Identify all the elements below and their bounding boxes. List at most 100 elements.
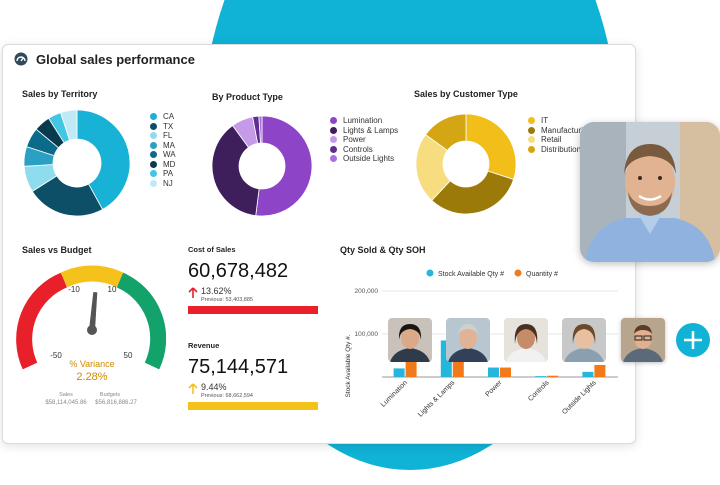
- legend-label: NJ: [163, 178, 173, 188]
- legend-item: WA: [150, 150, 176, 160]
- legend-swatch: [150, 122, 157, 130]
- revenue-previous: Previous: 68,662,594: [201, 393, 253, 399]
- legend-swatch: [330, 145, 337, 153]
- sales-value: $58,114,045.86: [45, 400, 87, 406]
- y-axis-label: Stock Available Qty #.: [345, 334, 352, 397]
- product-slice-lumination[interactable]: [255, 116, 312, 216]
- product-slice-lights-lamps[interactable]: [212, 124, 260, 216]
- revenue-bar: [188, 402, 318, 410]
- y-tick: 100,000: [355, 331, 379, 338]
- customer-legend: IT Manufacturing Retail Distribution: [528, 116, 592, 154]
- legend-swatch: [528, 136, 535, 144]
- legend-swatch: [150, 113, 157, 121]
- legend-item: Manufacturing: [528, 126, 592, 136]
- photo-avatar-1: [388, 318, 432, 362]
- territory-title: Sales by Territory: [22, 89, 98, 99]
- photo-avatar-3: [504, 318, 548, 362]
- customer-slice-distribution[interactable]: [424, 114, 467, 152]
- bar-stock-controls[interactable]: [535, 376, 547, 377]
- product-title: By Product Type: [212, 92, 283, 102]
- add-button[interactable]: [676, 323, 710, 357]
- bar-quantity-lights-lamps[interactable]: [452, 360, 464, 377]
- legend-label: FL: [163, 131, 173, 140]
- legend-swatch: [330, 117, 337, 125]
- x-tick-label: Lights & Lamps: [417, 379, 456, 418]
- legend-item: PA: [150, 169, 176, 179]
- legend-swatch-quantity: [514, 269, 522, 277]
- legend-label: MD: [163, 159, 176, 169]
- legend-item: Outside Lights: [330, 154, 398, 164]
- legend-swatch: [330, 126, 337, 134]
- legend-swatch-stock: [426, 269, 434, 277]
- page-title: Global sales performance: [36, 52, 195, 67]
- legend-swatch: [528, 145, 535, 153]
- gauge-needle: [89, 291, 98, 331]
- product-donut[interactable]: [212, 116, 312, 216]
- legend-swatch: [528, 117, 535, 125]
- territory-donut[interactable]: [24, 110, 130, 216]
- bar-quantity-outside-lights[interactable]: [594, 364, 606, 377]
- legend-item: MA: [150, 141, 176, 151]
- legend-label: WA: [163, 150, 176, 159]
- bar-quantity-controls[interactable]: [547, 375, 559, 377]
- legend-swatch: [330, 155, 337, 163]
- gauge-high-arc: [116, 272, 166, 370]
- legend-swatch: [150, 132, 157, 140]
- revenue-delta: 9.44%: [201, 382, 227, 392]
- photo-avatar-2: [446, 318, 490, 362]
- customer-title: Sales by Customer Type: [414, 89, 518, 99]
- qty-bar-chart[interactable]: Stock Available Qty # Quantity # Stock A…: [336, 262, 626, 432]
- arrow-up-icon: [188, 383, 198, 394]
- bar-quantity-lumination[interactable]: [405, 361, 417, 377]
- customer-slice-manufacturing[interactable]: [431, 170, 515, 214]
- cost-previous: Previous: 53,403,885: [201, 297, 253, 303]
- legend-item: TX: [150, 122, 176, 132]
- territory-slice-ca[interactable]: [76, 110, 130, 210]
- legend-label: Manufacturing: [541, 125, 592, 135]
- photo-avatar-main: [580, 122, 720, 262]
- customer-slice-it[interactable]: [465, 114, 516, 180]
- legend-item: Lights & Lamps: [330, 126, 398, 136]
- legend-label: Retail: [541, 135, 562, 144]
- legend-quantity: Quantity #: [526, 271, 558, 278]
- gauge-tick: -10: [68, 285, 80, 294]
- legend-label: Outside Lights: [343, 154, 395, 163]
- bar-stock-lumination[interactable]: [393, 368, 405, 377]
- legend-item: IT: [528, 116, 592, 126]
- territory-slice-nj[interactable]: [60, 110, 78, 141]
- legend-label: MA: [163, 140, 175, 150]
- legend-item: Distribution: [528, 145, 592, 155]
- revenue-value: 75,144,571: [188, 356, 289, 378]
- qty-title: Qty Sold & Qty SOH: [340, 245, 426, 255]
- cost-value: 60,678,482: [188, 260, 289, 282]
- gauge-low-arc: [16, 272, 68, 370]
- bar-stock-power[interactable]: [488, 367, 499, 377]
- sales-label: Sales: [59, 392, 73, 398]
- legend-item: CA: [150, 112, 176, 122]
- bar-quantity-power[interactable]: [500, 367, 511, 377]
- x-tick-label: Power: [484, 379, 503, 398]
- legend-label: Power: [343, 135, 366, 144]
- legend-swatch: [150, 179, 157, 187]
- gauge-tick: 50: [124, 351, 133, 360]
- bar-stock-outside-lights[interactable]: [582, 371, 594, 377]
- territory-slice-tx[interactable]: [31, 175, 104, 216]
- legend-item: Retail: [528, 135, 592, 145]
- variance-label: % Variance: [69, 359, 114, 369]
- legend-swatch: [330, 136, 337, 144]
- photo-avatar-4: [562, 318, 606, 362]
- legend-label: Distribution: [541, 144, 582, 154]
- budget-gauge: -50 -10 10 50 % Variance 2.28% Sales Bud…: [16, 265, 166, 406]
- product-slice-outside-lights[interactable]: [258, 116, 263, 144]
- plus-icon: [684, 331, 702, 349]
- x-tick-label: Outside Lights: [561, 379, 598, 416]
- legend-label: Lumination: [343, 116, 383, 125]
- budgets-label: Budgets: [100, 392, 120, 398]
- legend-item: Power: [330, 135, 398, 145]
- legend-item: NJ: [150, 179, 176, 189]
- legend-swatch: [528, 126, 535, 134]
- legend-label: CA: [163, 112, 175, 121]
- customer-donut[interactable]: [416, 114, 516, 214]
- x-tick-label: Controls: [527, 379, 551, 403]
- gauge-tick: -50: [50, 351, 62, 360]
